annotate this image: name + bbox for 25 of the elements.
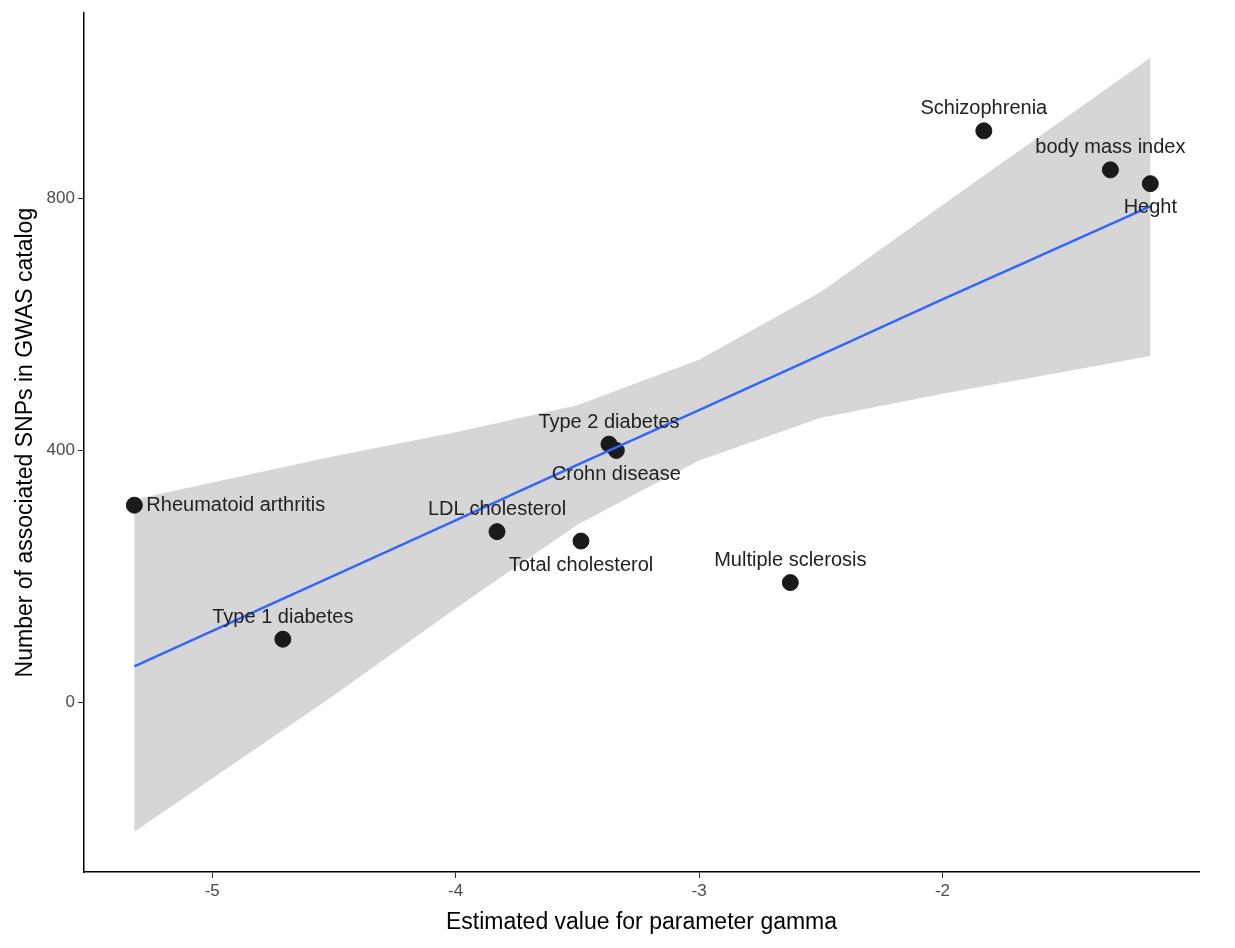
annotation: Type 2 diabetes — [538, 409, 680, 432]
point — [572, 532, 590, 550]
annotation: Heght — [1123, 195, 1178, 218]
y-tick-label: 0 — [65, 691, 75, 711]
x-tick-label: -4 — [448, 880, 464, 900]
x-tick-label: -2 — [934, 880, 951, 900]
annotation: Crohn disease — [551, 461, 681, 484]
annotation: Total cholesterol — [508, 552, 654, 575]
point — [488, 523, 506, 541]
annotation: Schizophrenia — [920, 96, 1049, 119]
point — [1141, 175, 1159, 193]
annotation: body mass index — [1035, 135, 1186, 158]
y-axis-title: Number of associated SNPs in GWAS catalog — [11, 207, 38, 678]
point — [781, 574, 799, 592]
point — [274, 630, 292, 648]
x-axis-title: Estimated value for parameter gamma — [445, 907, 838, 934]
point — [975, 122, 993, 140]
annotation: Multiple sclerosis — [714, 548, 867, 571]
annotation: Rheumatoid arthritis — [146, 492, 326, 515]
x-tick-label: -5 — [204, 880, 220, 900]
point — [1101, 161, 1119, 179]
y-tick-label: 800 — [46, 188, 75, 208]
x-tick-label: -3 — [691, 880, 707, 900]
point — [125, 496, 143, 514]
y-tick-label: 400 — [46, 440, 75, 460]
